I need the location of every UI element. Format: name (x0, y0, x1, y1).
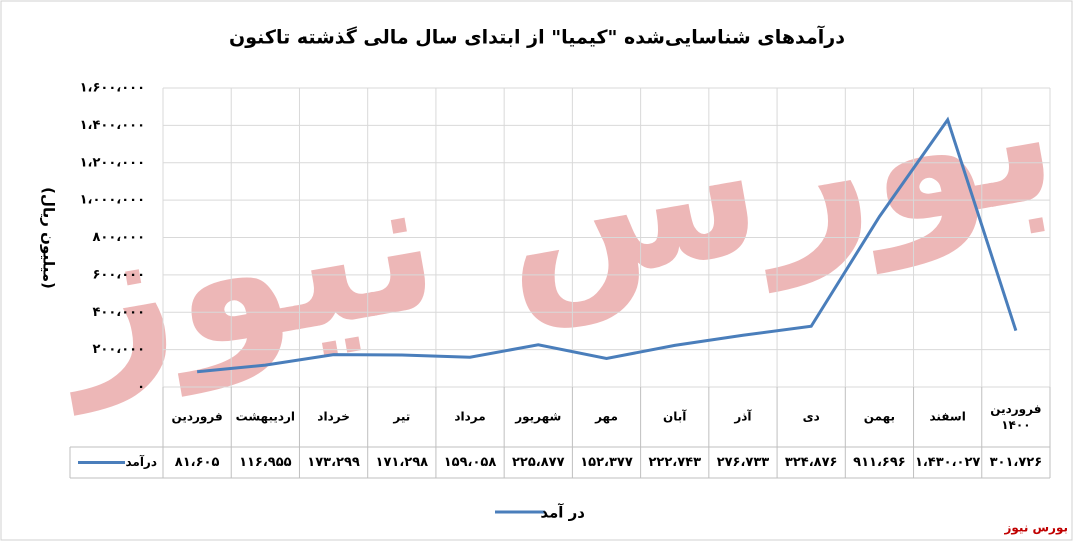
x-tick-label: اسفند (929, 410, 965, 424)
y-tick-label: ۱،۶۰۰،۰۰۰ (80, 81, 145, 96)
y-tick-label: ۱،۴۰۰،۰۰۰ (80, 118, 145, 133)
x-tick-label: آذر (733, 409, 752, 424)
chart-title: درآمدهای شناسایی‌شده "کیمیا" از ابتدای س… (229, 25, 845, 49)
x-tick-label: آبان (663, 409, 687, 424)
data-label: ۲۲۲،۷۴۳ (648, 455, 701, 470)
y-tick-label: ۴۰۰،۰۰۰ (92, 305, 145, 320)
data-label: ۸۱،۶۰۵ (175, 455, 220, 470)
data-label: ۱۱۶،۹۵۵ (239, 455, 292, 470)
data-label: ۲۷۶،۷۳۳ (717, 455, 770, 470)
y-tick-label: ۱،۲۰۰،۰۰۰ (80, 155, 145, 170)
data-label: ۱۵۲،۳۷۷ (580, 455, 633, 470)
y-tick-label: ۶۰۰،۰۰۰ (92, 267, 145, 282)
source: بورس نیوز (1003, 521, 1068, 536)
series-line (196, 116, 1018, 374)
data-label: ۱۵۹،۰۵۸ (444, 455, 497, 470)
x-tick-label: شهریور (514, 410, 561, 425)
y-tick-label: ۱،۰۰۰،۰۰۰ (80, 193, 145, 208)
x-tick-label-line: فروردین (990, 402, 1041, 417)
y-axis-label: (میلیون ریال) (40, 187, 58, 289)
y-tick-label: ۰ (137, 380, 145, 395)
x-tick-label: فروردین ۱۴۰۰ (990, 402, 1041, 432)
data-label: ۱۷۱،۲۹۸ (376, 455, 429, 470)
x-tick-label: تیر (392, 410, 410, 424)
x-tick-label: مرداد (454, 410, 485, 424)
x-tick-label: دی (803, 410, 820, 424)
data-label: ۳۰۱،۷۲۶ (990, 455, 1043, 470)
x-tick-label: فروردین (172, 410, 223, 425)
data-label: ۹۱۱،۶۹۶ (853, 455, 906, 470)
table-series-name: درآمد (125, 454, 157, 469)
data-label: ۱۷۳،۲۹۹ (307, 455, 360, 470)
data-label: ۱،۴۳۰،۰۲۷ (915, 455, 980, 470)
x-tick-label: بهمن (864, 410, 895, 424)
legend-label: در آمد (540, 504, 585, 522)
data-label: ۳۲۴،۸۷۶ (785, 455, 838, 470)
y-tick-label: ۲۰۰،۰۰۰ (92, 342, 145, 357)
x-tick-label: خرداد (317, 410, 350, 424)
x-tick-label: مهر (594, 410, 618, 424)
x-tick-label: اردیبهشت (236, 410, 295, 424)
x-tick-label-line: ۱۴۰۰ (1001, 418, 1030, 432)
y-tick-label: ۸۰۰،۰۰۰ (92, 230, 145, 245)
data-label: ۲۲۵،۸۷۷ (512, 455, 565, 470)
